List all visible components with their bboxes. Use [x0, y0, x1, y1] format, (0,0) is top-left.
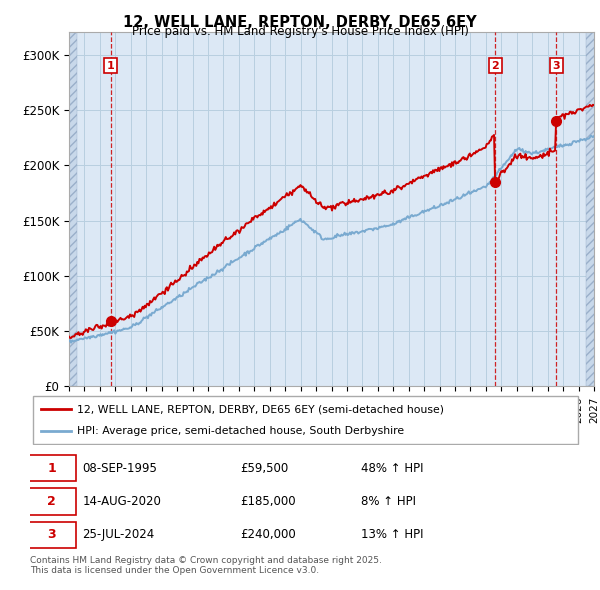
- Text: 14-AUG-2020: 14-AUG-2020: [82, 495, 161, 508]
- Text: 48% ↑ HPI: 48% ↑ HPI: [361, 461, 424, 474]
- Text: 12, WELL LANE, REPTON, DERBY, DE65 6EY (semi-detached house): 12, WELL LANE, REPTON, DERBY, DE65 6EY (…: [77, 404, 444, 414]
- Text: 8% ↑ HPI: 8% ↑ HPI: [361, 495, 416, 508]
- FancyBboxPatch shape: [27, 455, 76, 481]
- Text: 25-JUL-2024: 25-JUL-2024: [82, 529, 155, 542]
- Text: 2: 2: [491, 61, 499, 71]
- Text: Contains HM Land Registry data © Crown copyright and database right 2025.
This d: Contains HM Land Registry data © Crown c…: [30, 556, 382, 575]
- Text: £240,000: £240,000: [240, 529, 296, 542]
- Text: 3: 3: [47, 529, 56, 542]
- Text: 12, WELL LANE, REPTON, DERBY, DE65 6EY: 12, WELL LANE, REPTON, DERBY, DE65 6EY: [123, 15, 477, 30]
- Text: 2: 2: [47, 495, 56, 508]
- Text: 1: 1: [107, 61, 115, 71]
- Text: Price paid vs. HM Land Registry's House Price Index (HPI): Price paid vs. HM Land Registry's House …: [131, 25, 469, 38]
- Bar: [69, 32, 77, 386]
- FancyBboxPatch shape: [33, 396, 578, 444]
- Text: 08-SEP-1995: 08-SEP-1995: [82, 461, 157, 474]
- Bar: [586, 32, 596, 386]
- FancyBboxPatch shape: [27, 489, 76, 514]
- Text: 3: 3: [553, 61, 560, 71]
- FancyBboxPatch shape: [27, 522, 76, 548]
- Text: £185,000: £185,000: [240, 495, 295, 508]
- Text: £59,500: £59,500: [240, 461, 288, 474]
- Text: HPI: Average price, semi-detached house, South Derbyshire: HPI: Average price, semi-detached house,…: [77, 427, 404, 437]
- Text: 1: 1: [47, 461, 56, 474]
- Text: 13% ↑ HPI: 13% ↑ HPI: [361, 529, 424, 542]
